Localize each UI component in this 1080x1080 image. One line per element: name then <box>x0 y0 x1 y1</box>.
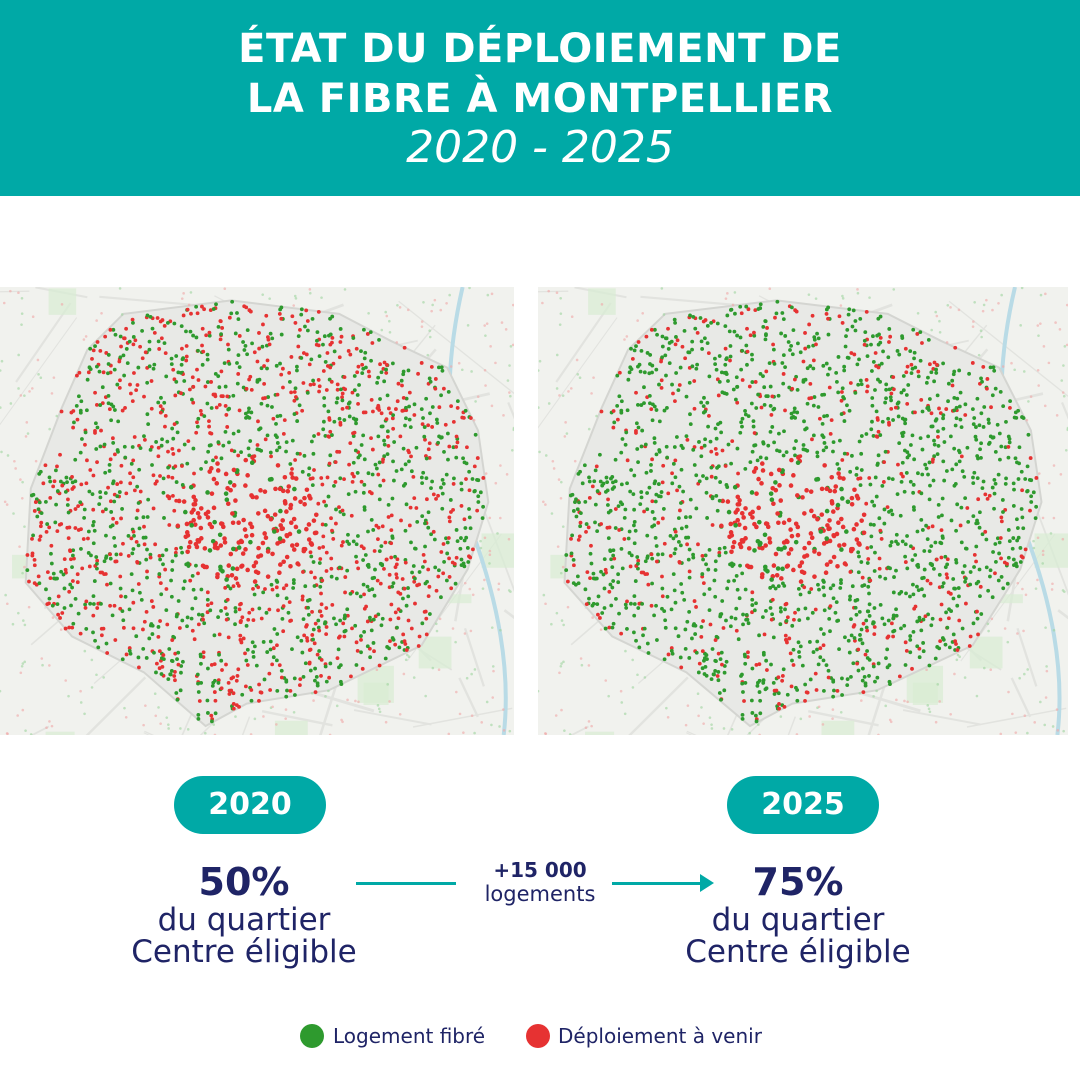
legend-label-pending: Déploiement à venir <box>558 1024 762 1048</box>
arrow-head-icon <box>700 874 714 892</box>
map-2025-canvas <box>538 287 1068 735</box>
stat-text-2020-line1: du quartier <box>157 902 331 938</box>
map-2020-canvas <box>0 287 514 735</box>
legend-dot-pending <box>526 1024 550 1048</box>
stat-percent-2020: 50% <box>198 860 290 904</box>
legend-label-fibre: Logement fibré <box>333 1024 486 1048</box>
arrow-line-left <box>356 882 456 885</box>
title-banner: ÉTAT DU DÉPLOIEMENT DE LA FIBRE À MONTPE… <box>0 0 1080 196</box>
map-2020 <box>0 287 514 735</box>
period-subtitle: 2020 - 2025 <box>406 122 674 173</box>
map-2025 <box>538 287 1068 735</box>
title-line-1: ÉTAT DU DÉPLOIEMENT DE <box>238 26 842 72</box>
stat-percent-2025: 75% <box>752 860 844 904</box>
arrow-line-right <box>612 882 700 885</box>
legend-dot-fibre <box>300 1024 324 1048</box>
stat-text-2025-line1: du quartier <box>711 902 885 938</box>
title-line-2: LA FIBRE À MONTPELLIER <box>246 76 834 122</box>
delta-number: +15 000 <box>493 858 587 882</box>
delta-unit: logements <box>484 882 596 906</box>
year-badge-2020: 2020 <box>174 776 326 834</box>
stat-text-2025-line2: Centre éligible <box>685 934 911 970</box>
stat-text-2020-line2: Centre éligible <box>131 934 357 970</box>
year-badge-2025: 2025 <box>727 776 879 834</box>
